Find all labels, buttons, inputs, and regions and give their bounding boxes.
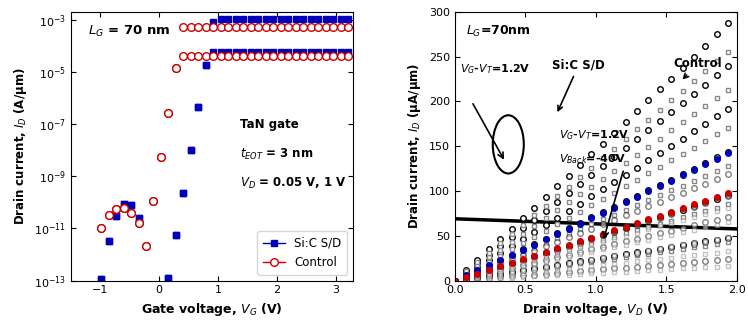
X-axis label: Drain voltage, $V_D$ (V): Drain voltage, $V_D$ (V) (522, 301, 669, 318)
Y-axis label: Drain current, $I_D$ (μA/μm): Drain current, $I_D$ (μA/μm) (406, 63, 423, 229)
Text: $V_G$-$V_T$=1.2V: $V_G$-$V_T$=1.2V (559, 128, 629, 142)
Text: Si:C S/D: Si:C S/D (553, 58, 605, 111)
Text: $V_{Back}$=-40V: $V_{Back}$=-40V (559, 152, 626, 166)
X-axis label: Gate voltage, $V_G$ (V): Gate voltage, $V_G$ (V) (141, 301, 283, 318)
Text: Control: Control (673, 57, 722, 78)
Text: $t_{EOT}$ = 3 nm: $t_{EOT}$ = 3 nm (240, 147, 314, 162)
Text: $L_G$=70nm: $L_G$=70nm (466, 24, 531, 39)
Y-axis label: Drain current, $I_D$ (A/μm): Drain current, $I_D$ (A/μm) (12, 67, 28, 225)
Legend: Si:C S/D, Control: Si:C S/D, Control (257, 231, 347, 275)
Text: $V_D$ = 0.05 V, 1 V: $V_D$ = 0.05 V, 1 V (240, 176, 347, 191)
Text: $V_G$-$V_T$=1.2V: $V_G$-$V_T$=1.2V (460, 62, 530, 76)
Text: $L_G$ = 70 nm: $L_G$ = 70 nm (88, 24, 171, 39)
Text: TaN gate: TaN gate (240, 118, 299, 131)
